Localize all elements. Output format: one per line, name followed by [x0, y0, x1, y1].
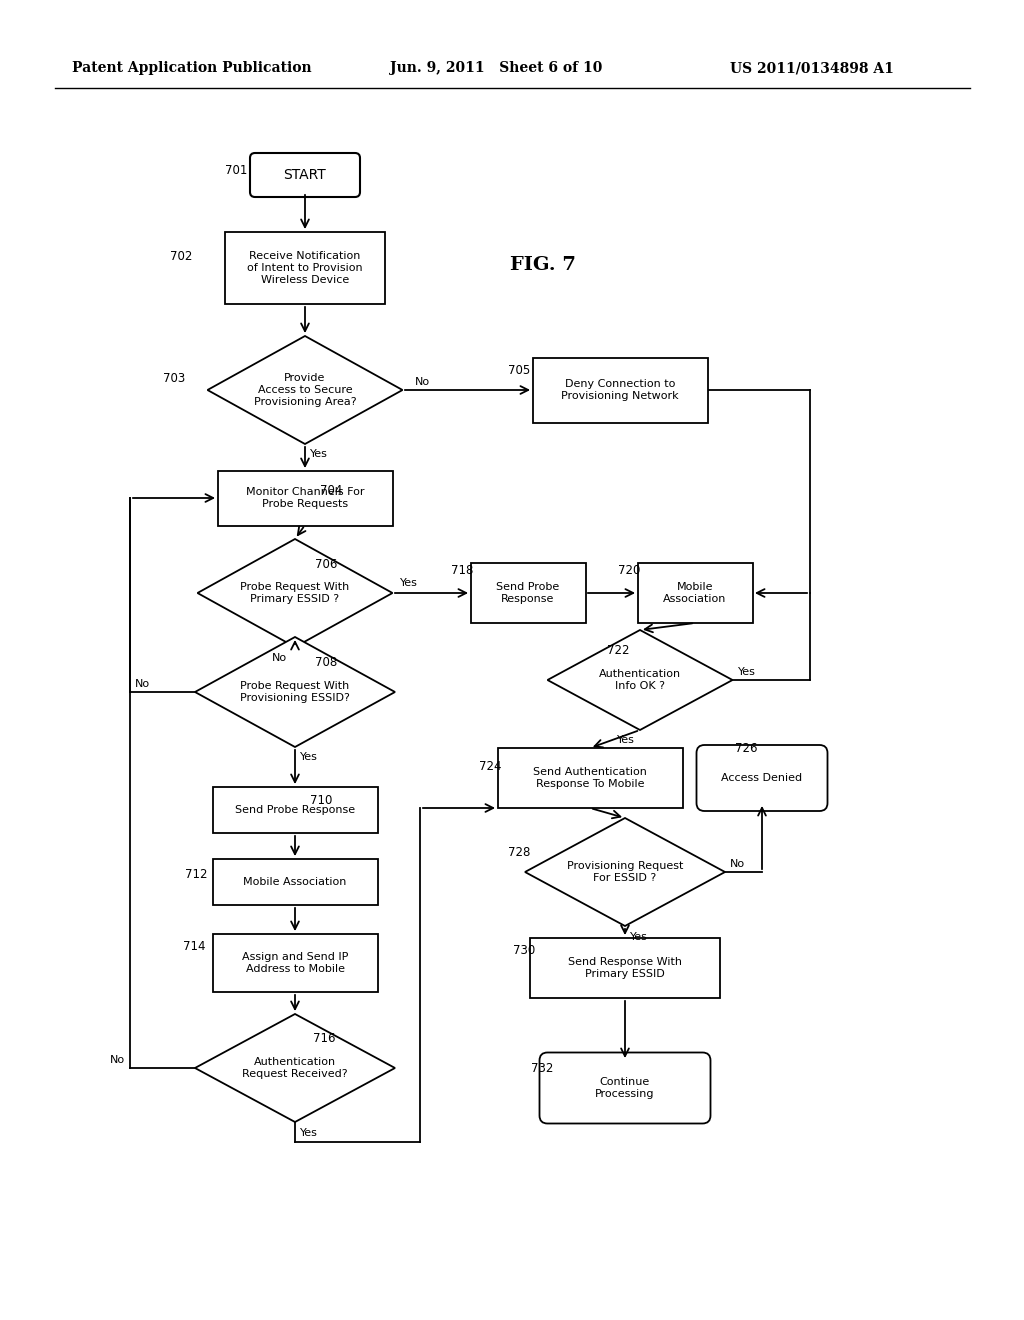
Polygon shape: [195, 638, 395, 747]
Text: Access Denied: Access Denied: [722, 774, 803, 783]
FancyBboxPatch shape: [540, 1052, 711, 1123]
Text: Send Authentication
Response To Mobile: Send Authentication Response To Mobile: [534, 767, 647, 789]
Text: Yes: Yes: [630, 932, 648, 942]
Text: No: No: [272, 653, 287, 663]
Text: 726: 726: [734, 742, 757, 755]
FancyBboxPatch shape: [213, 859, 378, 906]
FancyBboxPatch shape: [250, 153, 360, 197]
Text: 710: 710: [310, 793, 333, 807]
Text: Jun. 9, 2011   Sheet 6 of 10: Jun. 9, 2011 Sheet 6 of 10: [390, 61, 602, 75]
Text: 706: 706: [315, 558, 337, 572]
Text: Yes: Yes: [400, 578, 418, 587]
Text: Probe Request With
Provisioning ESSID?: Probe Request With Provisioning ESSID?: [240, 681, 350, 702]
FancyBboxPatch shape: [213, 787, 378, 833]
Text: 730: 730: [513, 944, 535, 957]
Text: START: START: [284, 168, 327, 182]
Text: 728: 728: [508, 846, 530, 858]
FancyBboxPatch shape: [213, 935, 378, 993]
Text: Authentication
Request Received?: Authentication Request Received?: [243, 1057, 348, 1078]
Text: Provide
Access to Secure
Provisioning Area?: Provide Access to Secure Provisioning Ar…: [254, 374, 356, 407]
Text: 724: 724: [479, 759, 502, 772]
Text: 732: 732: [530, 1061, 553, 1074]
FancyBboxPatch shape: [532, 358, 708, 422]
Polygon shape: [208, 337, 402, 444]
Text: 704: 704: [319, 483, 342, 496]
Text: No: No: [730, 859, 745, 869]
Text: Yes: Yes: [300, 1129, 317, 1138]
Text: 701: 701: [225, 164, 248, 177]
FancyBboxPatch shape: [696, 744, 827, 810]
Polygon shape: [198, 539, 392, 647]
Text: Probe Request With
Primary ESSID ?: Probe Request With Primary ESSID ?: [241, 582, 349, 603]
Text: Yes: Yes: [300, 752, 317, 762]
Text: No: No: [135, 678, 151, 689]
Text: 705: 705: [508, 363, 530, 376]
Text: Deny Connection to
Provisioning Network: Deny Connection to Provisioning Network: [561, 379, 679, 401]
Text: 722: 722: [607, 644, 630, 656]
Text: FIG. 7: FIG. 7: [510, 256, 575, 275]
Text: 718: 718: [451, 565, 473, 578]
Text: 716: 716: [313, 1031, 336, 1044]
Text: Send Probe
Response: Send Probe Response: [497, 582, 560, 603]
Text: Send Response With
Primary ESSID: Send Response With Primary ESSID: [568, 957, 682, 979]
Text: Mobile
Association: Mobile Association: [664, 582, 727, 603]
Text: Receive Notification
of Intent to Provision
Wireless Device: Receive Notification of Intent to Provis…: [247, 251, 362, 285]
Text: 714: 714: [182, 940, 205, 953]
Text: Yes: Yes: [738, 667, 756, 677]
Text: Yes: Yes: [310, 449, 328, 459]
Text: 702: 702: [170, 249, 193, 263]
Text: Yes: Yes: [617, 735, 635, 744]
Text: Send Probe Response: Send Probe Response: [234, 805, 355, 814]
FancyBboxPatch shape: [470, 564, 586, 623]
Polygon shape: [525, 818, 725, 927]
Polygon shape: [548, 630, 732, 730]
FancyBboxPatch shape: [530, 939, 720, 998]
Text: No: No: [415, 378, 430, 387]
Text: Assign and Send IP
Address to Mobile: Assign and Send IP Address to Mobile: [242, 952, 348, 974]
Text: US 2011/0134898 A1: US 2011/0134898 A1: [730, 61, 894, 75]
Text: Monitor Channels For
Probe Requests: Monitor Channels For Probe Requests: [246, 487, 365, 508]
Text: Mobile Association: Mobile Association: [244, 876, 347, 887]
Text: Authentication
Info OK ?: Authentication Info OK ?: [599, 669, 681, 690]
FancyBboxPatch shape: [217, 470, 392, 525]
FancyBboxPatch shape: [638, 564, 753, 623]
Text: Continue
Processing: Continue Processing: [595, 1077, 654, 1098]
Text: Patent Application Publication: Patent Application Publication: [72, 61, 311, 75]
Text: 708: 708: [315, 656, 337, 668]
Polygon shape: [195, 1014, 395, 1122]
FancyBboxPatch shape: [225, 232, 385, 304]
Text: 703: 703: [163, 371, 185, 384]
Text: Provisioning Request
For ESSID ?: Provisioning Request For ESSID ?: [567, 861, 683, 883]
FancyBboxPatch shape: [498, 748, 683, 808]
Text: No: No: [110, 1055, 125, 1065]
Text: 720: 720: [617, 565, 640, 578]
Text: 712: 712: [185, 867, 208, 880]
